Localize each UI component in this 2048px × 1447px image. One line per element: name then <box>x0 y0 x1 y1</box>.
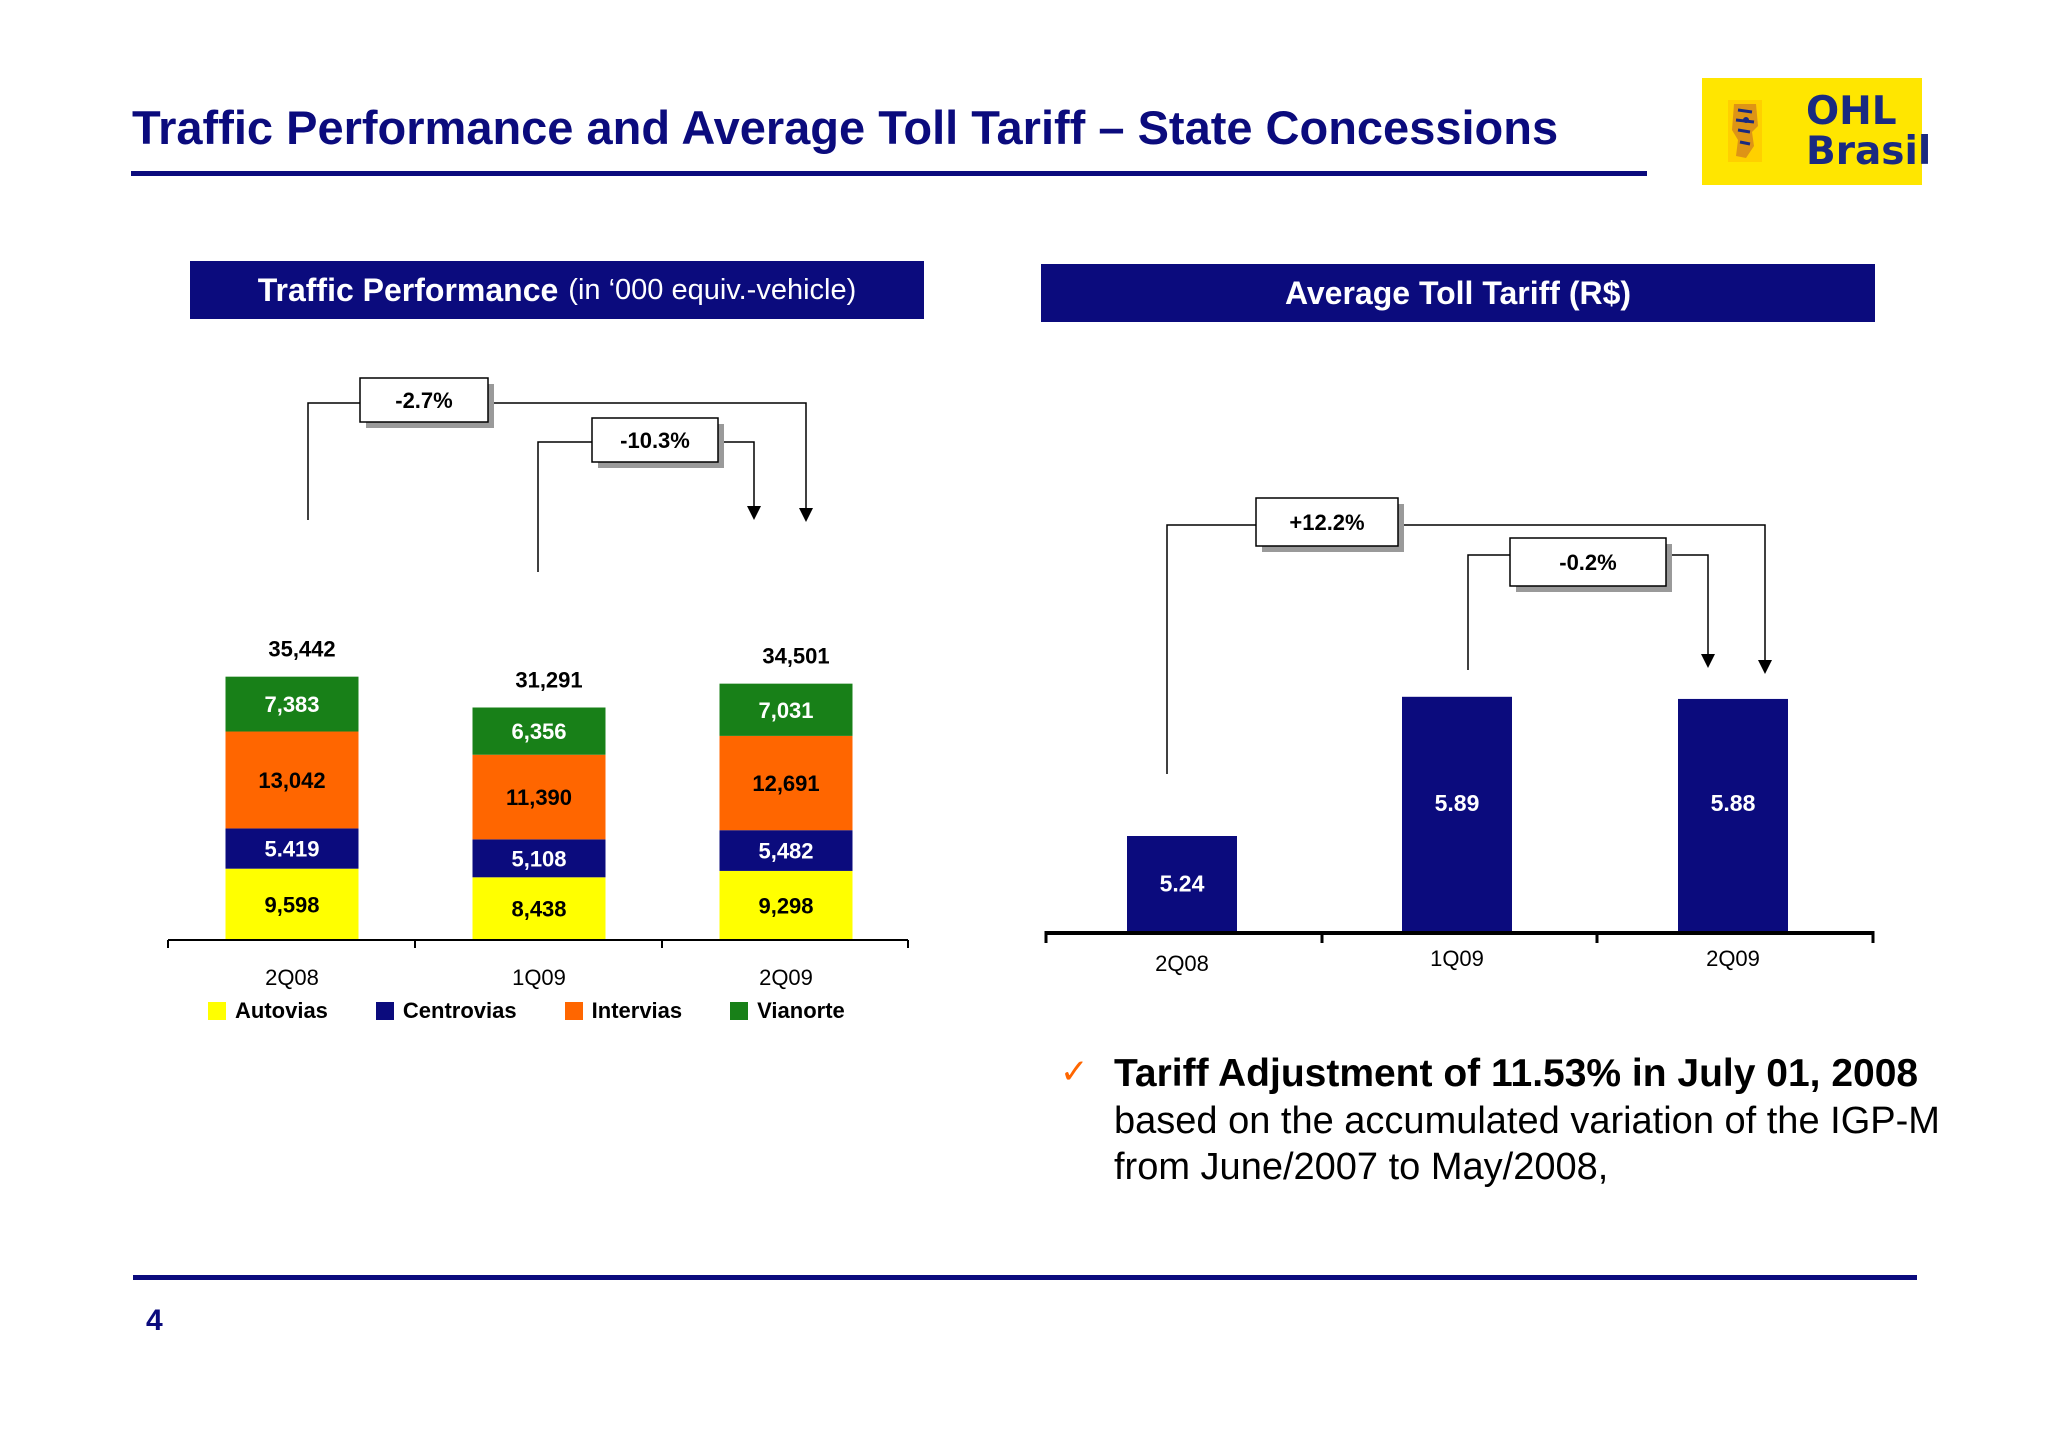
legend-item-autovias: Autovias <box>208 998 328 1024</box>
traffic-stacked-bar-chart: 9,598 5.419 13,042 7,383 35,442 8,438 5,108 11,… <box>167 377 909 990</box>
bar-centrovias-1q09-label: 5,108 <box>511 846 566 871</box>
bar-centrovias-2q09-label: 5,482 <box>758 839 813 864</box>
total-label-2q08: 35,442 <box>268 637 335 662</box>
tariff-arrow-head-2 <box>1701 654 1715 668</box>
traffic-legend: Autovias Centrovias Intervias Vianorte <box>208 998 893 1024</box>
legend-swatch-intervias <box>564 1002 583 1020</box>
tariff-bar-2q08 <box>1127 836 1237 931</box>
tariff-bracket-line-1b <box>1398 524 1766 660</box>
traffic-header-subtitle: (in ‘000 equiv.-vehicle) <box>568 273 857 306</box>
tariff-bracket-line-2a <box>1467 554 1510 670</box>
arrow-head-2 <box>747 506 761 520</box>
tariff-x-label-2q08: 2Q08 <box>1155 951 1209 976</box>
bracket-line-2b <box>718 441 755 508</box>
legend-label-intervias: Intervias <box>591 998 683 1023</box>
note-headline: Tariff Adjustment of 11.53% in July 01, … <box>1114 1052 1919 1095</box>
tariff-bar-2q08-label: 5.24 <box>1160 871 1205 897</box>
legend-swatch-autovias <box>208 1002 226 1020</box>
checkmark-icon: ✓ <box>1060 1052 1089 1092</box>
bar-vianorte-2q09-label: 7,031 <box>758 698 813 723</box>
legend-label-centrovias: Centrovias <box>402 998 517 1023</box>
legend-label-autovias: Autovias <box>235 998 328 1023</box>
tariff-change-box-1q09-2q09 <box>1509 537 1667 587</box>
bar-vianorte-2q08 <box>225 676 359 732</box>
legend-item-vianorte: Vianorte <box>730 998 845 1024</box>
tariff-bar-2q09-label: 5.88 <box>1711 790 1756 816</box>
bar-vianorte-2q09 <box>719 683 853 736</box>
tariff-bracket-line-1a <box>1166 524 1256 774</box>
change-box-2q08-2q09-label: -2.7% <box>395 388 452 413</box>
x-label-2q08: 2Q08 <box>265 965 319 990</box>
tariff-arrow-head-1 <box>1758 660 1772 674</box>
arrow-head-1 <box>799 508 813 522</box>
tariff-bracket-line-2b <box>1666 554 1709 654</box>
legend-label-vianorte: Vianorte <box>757 998 845 1023</box>
footer-divider <box>133 1275 1917 1280</box>
x-label-2q09: 2Q09 <box>759 965 813 990</box>
logo-face-icon <box>1728 100 1762 162</box>
bar-vianorte-1q09 <box>472 707 606 755</box>
tariff-bar-chart: 5.24 2Q08 5.89 1Q09 5.88 2Q09 +12.2% -0.2% <box>1044 497 1875 976</box>
bar-centrovias-1q09 <box>472 839 606 878</box>
logo-wordmark: OHL Brasil <box>1806 89 1932 174</box>
tariff-bar-1q09-label: 5.89 <box>1435 790 1480 816</box>
bar-autovias-1q09-label: 8,438 <box>511 897 566 922</box>
tariff-chart-header: Average Toll Tariff (R$) <box>1041 264 1875 322</box>
bar-autovias-2q08-label: 9,598 <box>264 892 319 917</box>
bar-vianorte-2q08-label: 7,383 <box>264 692 319 717</box>
ohl-brasil-logo: OHL Brasil <box>1702 78 1931 185</box>
bracket-line-2a <box>537 441 592 572</box>
change-box-1q09-2q09 <box>591 417 719 463</box>
change-box-2q08-2q09 <box>359 377 489 423</box>
bar-autovias-1q09 <box>472 877 606 940</box>
legend-item-centrovias: Centrovias <box>375 998 517 1024</box>
bar-autovias-2q09-label: 9,298 <box>758 893 813 918</box>
bar-intervias-2q09-label: 12,691 <box>752 771 819 796</box>
tariff-change-box-2q08-2q09 <box>1255 497 1399 547</box>
legend-swatch-vianorte <box>730 1002 749 1020</box>
tariff-x-label-1q09: 1Q09 <box>1430 946 1484 971</box>
note-body: based on the accumulated variation of th… <box>1114 1100 1940 1188</box>
legend-swatch-centrovias <box>375 1002 394 1020</box>
bar-intervias-2q09 <box>719 735 853 831</box>
tariff-bar-2q09 <box>1678 698 1788 931</box>
traffic-chart-header: Traffic Performance (in ‘000 equiv.-vehi… <box>190 261 924 319</box>
page-number: 4 <box>146 1304 163 1337</box>
change-box-1q09-2q09-label: -10.3% <box>620 428 690 453</box>
tariff-x-label-2q09: 2Q09 <box>1706 946 1760 971</box>
bar-centrovias-2q08 <box>225 828 359 869</box>
total-label-1q09: 31,291 <box>515 668 582 693</box>
bar-centrovias-2q08-label: 5.419 <box>264 837 319 862</box>
bracket-line-1b <box>488 402 807 510</box>
bar-intervias-2q08-label: 13,042 <box>258 768 325 793</box>
total-label-2q09: 34,501 <box>762 644 829 669</box>
bar-autovias-2q08 <box>225 868 359 940</box>
x-label-1q09: 1Q09 <box>512 965 566 990</box>
tariff-header-title: Average Toll Tariff (R$) <box>1284 274 1632 311</box>
page-title: Traffic Performance and Average Toll Tar… <box>132 101 1559 154</box>
traffic-header-title: Traffic Performance <box>257 271 559 308</box>
bar-autovias-2q09 <box>719 870 853 940</box>
bracket-line-1a <box>307 402 360 520</box>
bar-centrovias-2q09 <box>719 830 853 871</box>
legend-item-intervias: Intervias <box>564 998 683 1024</box>
tariff-bar-1q09 <box>1402 696 1512 931</box>
tariff-change-box-2q08-2q09-label: +12.2% <box>1289 510 1364 535</box>
title-divider <box>131 171 1647 176</box>
bar-intervias-2q08 <box>225 731 359 829</box>
bar-intervias-1q09-label: 11,390 <box>506 785 572 810</box>
bar-intervias-1q09 <box>472 754 606 840</box>
tariff-change-box-1q09-2q09-label: -0.2% <box>1559 550 1616 575</box>
bar-vianorte-1q09-label: 6,356 <box>511 719 566 744</box>
